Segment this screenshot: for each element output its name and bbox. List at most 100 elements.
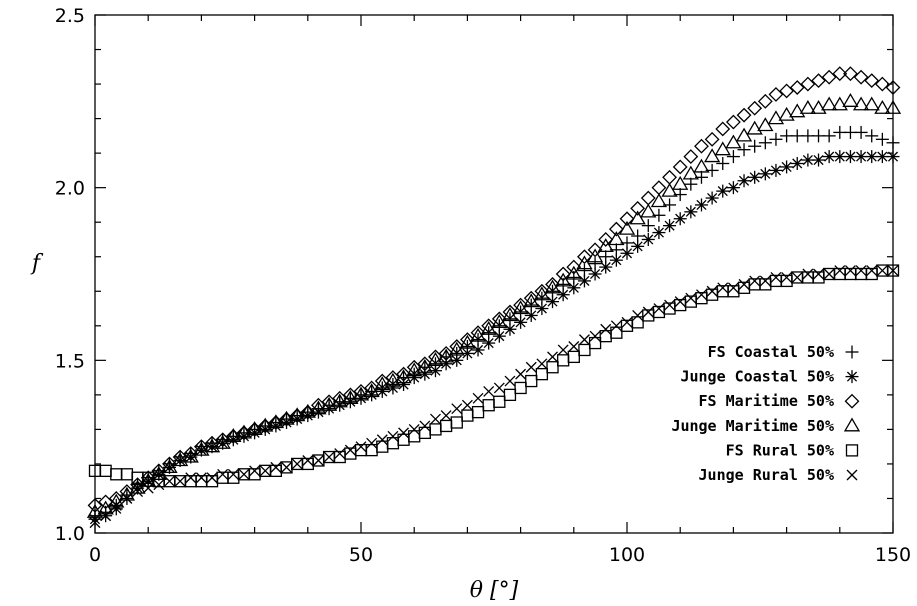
data-point — [567, 350, 580, 364]
data-point — [536, 358, 548, 370]
data-point — [693, 158, 710, 173]
data-point — [301, 409, 315, 423]
data-point — [641, 219, 655, 233]
data-point — [524, 308, 538, 322]
data-point — [853, 69, 869, 85]
data-point — [598, 232, 614, 247]
data-point — [781, 271, 793, 283]
axis-ticks — [94, 14, 894, 534]
data-point — [813, 268, 824, 280]
data-point — [374, 376, 391, 391]
data-point — [556, 288, 570, 302]
series-cross — [89, 265, 899, 529]
data-point — [153, 479, 165, 491]
data-point — [597, 238, 614, 253]
data-point — [249, 465, 261, 477]
data-point — [757, 117, 774, 132]
plot-frame — [94, 14, 894, 534]
data-point — [661, 182, 678, 197]
data-point — [682, 165, 699, 180]
data-point — [481, 318, 497, 334]
legend-item: Junge Coastal 50% — [680, 368, 859, 386]
data-point — [344, 444, 356, 456]
data-point — [503, 322, 517, 336]
data-point — [757, 93, 773, 109]
data-point — [321, 394, 337, 410]
data-point — [204, 435, 220, 451]
data-point — [132, 486, 144, 498]
data-point — [352, 386, 370, 401]
data-point — [725, 114, 741, 130]
data-point — [438, 346, 454, 361]
legend-marker — [844, 393, 860, 409]
data-point — [653, 303, 665, 314]
data-point — [736, 107, 752, 123]
data-point — [746, 120, 763, 135]
data-point — [875, 132, 889, 146]
data-point — [268, 415, 284, 430]
data-point — [610, 326, 623, 339]
data-point — [533, 286, 551, 301]
y-tick-label: 2.5 — [55, 5, 85, 27]
legend: FS Coastal 50% Junge Coastal 50% FS Mariti… — [671, 343, 861, 484]
legend-marker — [845, 370, 859, 384]
data-point — [523, 290, 539, 306]
data-point — [588, 267, 602, 281]
data-point — [651, 180, 667, 196]
data-point — [663, 219, 677, 233]
data-point — [727, 282, 739, 294]
legend-marker — [846, 469, 858, 481]
data-point — [844, 265, 856, 277]
data-point — [483, 385, 495, 397]
data-point — [504, 375, 516, 387]
data-point — [620, 246, 634, 260]
data-point — [725, 134, 742, 149]
data-point — [749, 275, 761, 287]
data-point — [557, 354, 570, 367]
data-point — [100, 510, 112, 522]
legend-marker — [843, 417, 861, 432]
data-point — [493, 395, 506, 408]
data-point — [142, 482, 154, 494]
data-point — [428, 349, 443, 365]
data-point — [546, 295, 560, 309]
data-point — [714, 141, 731, 156]
data-point — [768, 87, 784, 102]
data-point — [171, 452, 189, 467]
data-point — [501, 307, 519, 322]
data-point — [855, 265, 867, 277]
data-point — [567, 281, 581, 295]
data-point — [226, 433, 240, 447]
data-point — [865, 129, 879, 143]
data-point — [866, 265, 878, 277]
data-point — [331, 393, 348, 408]
data-point — [480, 320, 497, 335]
data-point — [863, 96, 880, 111]
data-point — [206, 472, 218, 484]
data-point — [227, 468, 239, 480]
data-point — [650, 193, 668, 208]
data-point — [493, 382, 505, 394]
data-point — [619, 211, 635, 227]
data-point — [706, 285, 718, 297]
data-point — [396, 366, 411, 382]
data-point — [525, 361, 537, 373]
data-point — [257, 417, 274, 432]
data-point — [748, 170, 762, 184]
data-point — [716, 156, 730, 170]
data-point — [640, 203, 657, 218]
data-point — [555, 272, 572, 287]
data-point — [747, 100, 763, 116]
data-point — [366, 437, 378, 449]
data-point — [416, 358, 433, 373]
data-point — [491, 311, 507, 327]
data-point — [278, 410, 295, 425]
data-point — [831, 96, 848, 111]
data-point — [299, 403, 316, 418]
data-point — [683, 149, 699, 165]
data-point — [419, 420, 431, 432]
data-point — [767, 110, 785, 125]
data-point — [430, 413, 441, 425]
data-point — [759, 275, 771, 287]
